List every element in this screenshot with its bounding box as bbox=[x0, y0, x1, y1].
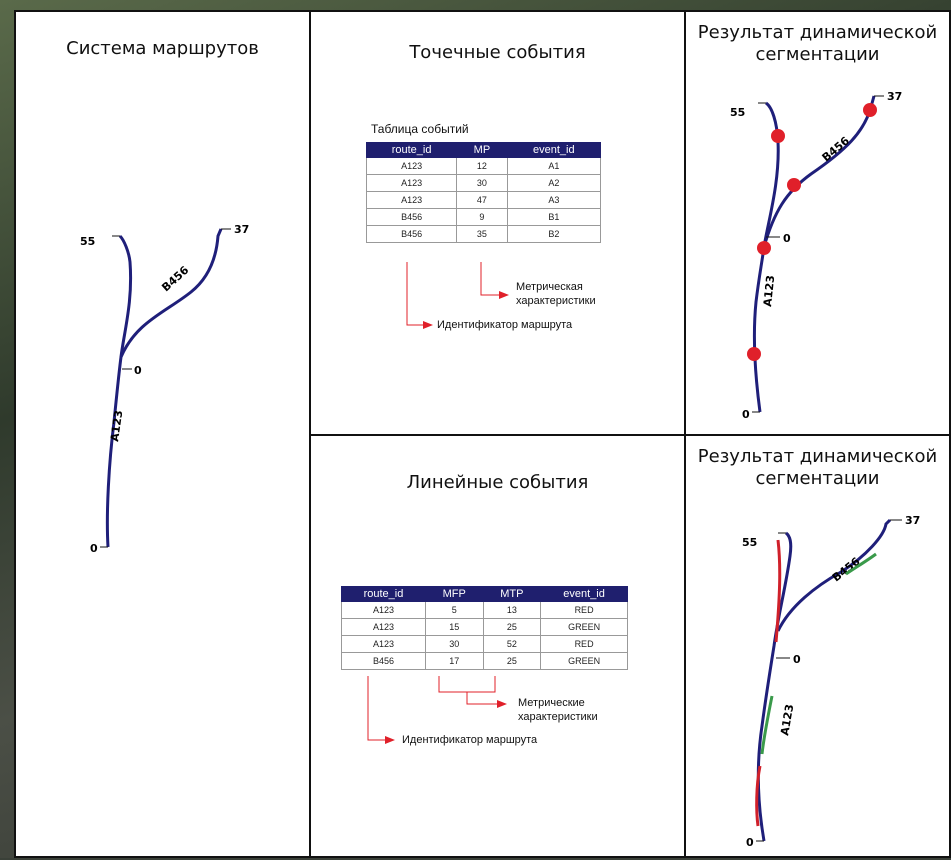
label-route-a: A123 bbox=[108, 409, 125, 442]
route-b-line bbox=[776, 518, 892, 632]
table-row: A123 30 A2 bbox=[365, 174, 602, 192]
table-cell: 47 bbox=[456, 191, 508, 209]
arrow-route-id bbox=[423, 321, 433, 329]
label-0-junction: 0 bbox=[793, 653, 801, 666]
route-id-label: Идентификатор маршрута bbox=[437, 319, 573, 331]
table-caption: Таблица событий bbox=[371, 122, 469, 136]
title-line2: сегментации bbox=[755, 468, 880, 489]
event-point-a3 bbox=[771, 129, 785, 143]
panel-title-route-system: Система маршрутов bbox=[66, 38, 259, 59]
label-0-start: 0 bbox=[90, 542, 98, 555]
arrow-route-id bbox=[385, 736, 395, 744]
measure-label: Метрические характеристики bbox=[518, 696, 598, 724]
label-0-start: 0 bbox=[742, 408, 750, 421]
route-b-line bbox=[762, 95, 876, 248]
panel-title-result-linear: Результат динамической сегментации bbox=[686, 446, 949, 490]
connector-measure-bracket bbox=[438, 676, 496, 693]
linear-events-connectors bbox=[367, 676, 507, 744]
route-a-line bbox=[752, 101, 780, 413]
panel-result-point: Результат динамической сегментации 55 37… bbox=[684, 10, 951, 436]
table-row: B456 9 B1 bbox=[365, 208, 602, 226]
point-events-table: route_id MP event_id A123 12 A1 A123 30 … bbox=[365, 142, 602, 243]
connector-route-id bbox=[406, 262, 423, 326]
panel-title-point-events: Точечные события bbox=[409, 42, 586, 63]
table-cell: 17 bbox=[424, 652, 484, 670]
measure-label: Метрическая характеристики bbox=[516, 280, 596, 308]
table-cell: B456 bbox=[341, 652, 426, 670]
route-b-line bbox=[119, 228, 223, 358]
label-55: 55 bbox=[742, 536, 757, 549]
label-route-a: A123 bbox=[778, 703, 796, 736]
label-route-b: B456 bbox=[830, 555, 863, 585]
label-route-b: B456 bbox=[159, 263, 191, 294]
table-row: A123 15 25 GREEN bbox=[341, 618, 628, 636]
route-id-label: Идентификатор маршрута bbox=[402, 734, 538, 746]
measure-label-line1: Метрические bbox=[518, 697, 585, 709]
event-point-a1 bbox=[747, 347, 761, 361]
point-events-connectors bbox=[406, 262, 509, 329]
route-a-line bbox=[756, 531, 793, 842]
col-header: MP bbox=[456, 142, 508, 158]
col-header: MFP bbox=[424, 586, 484, 602]
segment-red-upper bbox=[774, 539, 782, 643]
title-line1: Результат динамической bbox=[697, 22, 938, 43]
table-cell: GREEN bbox=[540, 652, 628, 670]
table-cell: B2 bbox=[506, 225, 602, 243]
measure-label-line1: Метрическая bbox=[516, 281, 583, 293]
label-37: 37 bbox=[905, 514, 920, 527]
result-point-diagram: 55 37 0 0 B456 A123 bbox=[730, 90, 902, 421]
panel-route-system: Система маршрутов 55 37 0 0 B456 A123 bbox=[14, 10, 311, 858]
label-route-a: A123 bbox=[761, 275, 777, 308]
panel-result-linear: Результат динамической сегментации 55 37… bbox=[684, 434, 951, 858]
measure-label-line2: характеристики bbox=[518, 711, 598, 723]
segment-green-a123 bbox=[760, 695, 774, 755]
title-line2: сегментации bbox=[755, 44, 880, 65]
col-header: route_id bbox=[365, 142, 458, 158]
event-point-b2 bbox=[863, 103, 877, 117]
table-cell: RED bbox=[540, 635, 628, 653]
event-point-a2 bbox=[757, 241, 771, 255]
label-0-start: 0 bbox=[746, 836, 754, 849]
table-cell: B456 bbox=[365, 225, 458, 243]
linear-events-table: route_id MFP MTP event_id A123 5 13 RED … bbox=[341, 586, 628, 670]
table-row: A123 47 A3 bbox=[365, 191, 602, 209]
table-row: A123 12 A1 bbox=[365, 157, 602, 175]
label-37: 37 bbox=[234, 223, 249, 236]
arrow-measure bbox=[497, 700, 507, 708]
event-point-b1 bbox=[787, 178, 801, 192]
segment-green-b456 bbox=[845, 552, 877, 576]
table-row: A123 5 13 RED bbox=[341, 601, 628, 619]
table-row: B456 35 B2 bbox=[365, 225, 602, 243]
route-map-diagram: 55 37 0 0 B456 A123 bbox=[80, 223, 249, 555]
result-linear-diagram: 55 37 0 0 B456 A123 bbox=[742, 514, 920, 849]
panel-title-result-point: Результат динамической сегментации bbox=[686, 22, 949, 66]
panel-point-events: Точечные события Таблица событий route_i… bbox=[309, 10, 686, 436]
measure-label-line2: характеристики bbox=[516, 295, 596, 307]
segment-red-lower bbox=[755, 765, 762, 827]
label-0-junction: 0 bbox=[134, 364, 142, 377]
title-line1: Результат динамической bbox=[697, 446, 938, 467]
connector-measure bbox=[466, 692, 497, 705]
label-route-b: B456 bbox=[820, 134, 853, 164]
table-cell: 35 bbox=[456, 225, 508, 243]
connector-route-id bbox=[367, 676, 385, 741]
route-a-line bbox=[105, 234, 133, 548]
table-row: B456 17 25 GREEN bbox=[341, 652, 628, 670]
col-header: route_id bbox=[341, 586, 426, 602]
diagram-sheet: Система маршрутов 55 37 0 0 B456 A123 То… bbox=[14, 10, 951, 858]
panel-linear-events: Линейные события route_id MFP MTP event_… bbox=[309, 434, 686, 858]
connector-measure bbox=[480, 262, 499, 296]
panel-title-linear-events: Линейные события bbox=[406, 472, 589, 493]
col-header: event_id bbox=[506, 142, 602, 158]
label-55: 55 bbox=[80, 235, 95, 248]
arrow-measure bbox=[499, 291, 509, 299]
label-0-junction: 0 bbox=[783, 232, 791, 245]
label-37: 37 bbox=[887, 90, 902, 103]
label-55: 55 bbox=[730, 106, 745, 119]
